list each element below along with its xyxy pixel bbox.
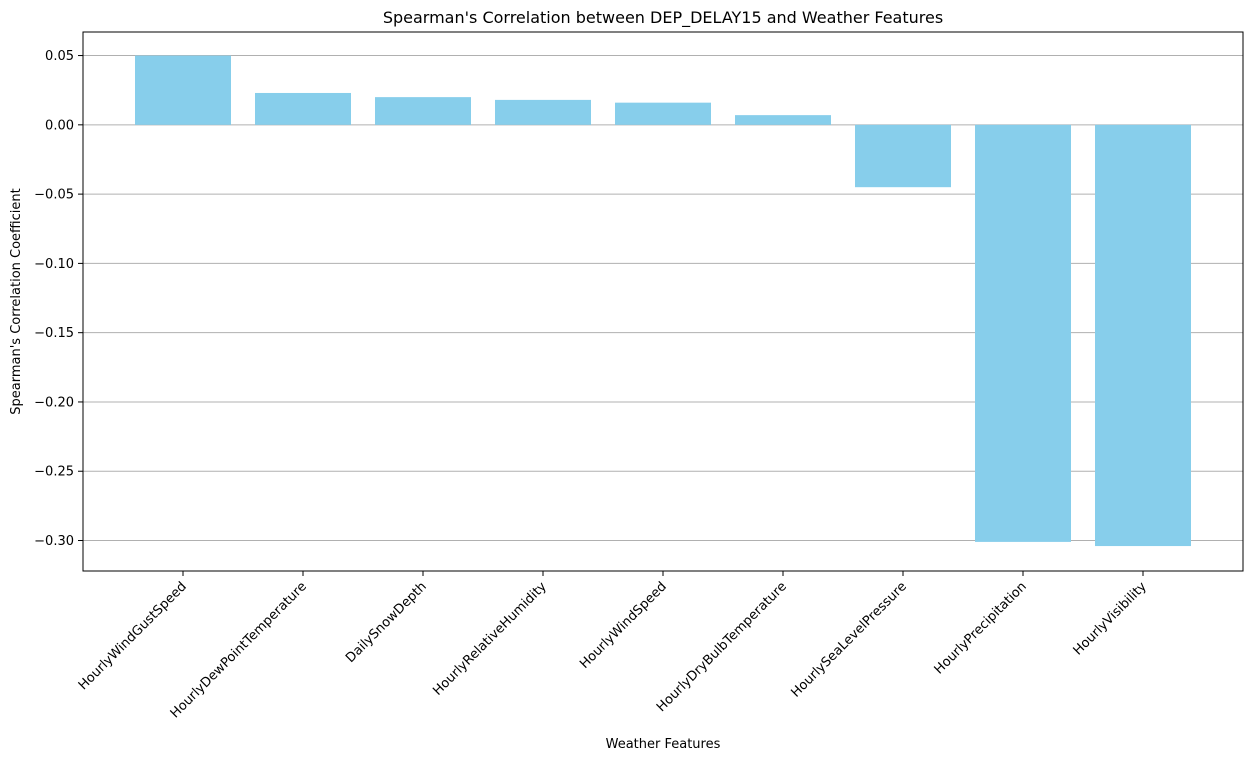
y-tick-label: −0.25 (34, 465, 74, 480)
bar-DailySnowDepth (375, 97, 471, 125)
y-tick-label: −0.15 (34, 326, 74, 341)
bar-HourlyPrecipitation (975, 124, 1071, 542)
y-tick-label: 0.00 (45, 118, 74, 133)
y-tick-label: −0.10 (34, 257, 74, 272)
bars (135, 55, 1191, 547)
y-axis-ticks: 0.05 0.00 −0.05 −0.10 −0.15 −0.20 −0.25 −0.30 (34, 49, 83, 549)
y-tick-label: −0.30 (34, 534, 74, 549)
y-tick-label: 0.05 (45, 49, 74, 64)
bar-HourlyWindGustSpeed (135, 55, 231, 125)
y-tick-label: −0.05 (34, 188, 74, 203)
x-axis-label: Weather Features (606, 737, 721, 752)
chart-title: Spearman's Correlation between DEP_DELAY… (383, 8, 943, 28)
bar-HourlyDryBulbTemperature (735, 115, 831, 125)
y-tick-label: −0.20 (34, 395, 74, 410)
bar-HourlyWindSpeed (615, 102, 711, 125)
bar-HourlySeaLevelPressure (855, 124, 951, 188)
bar-HourlyVisibility (1095, 124, 1191, 547)
bar-HourlyDewPointTemperature (255, 92, 351, 125)
y-axis-label: Spearman's Correlation Coefficient (9, 188, 24, 414)
bar-HourlyRelativeHumidity (495, 99, 591, 125)
